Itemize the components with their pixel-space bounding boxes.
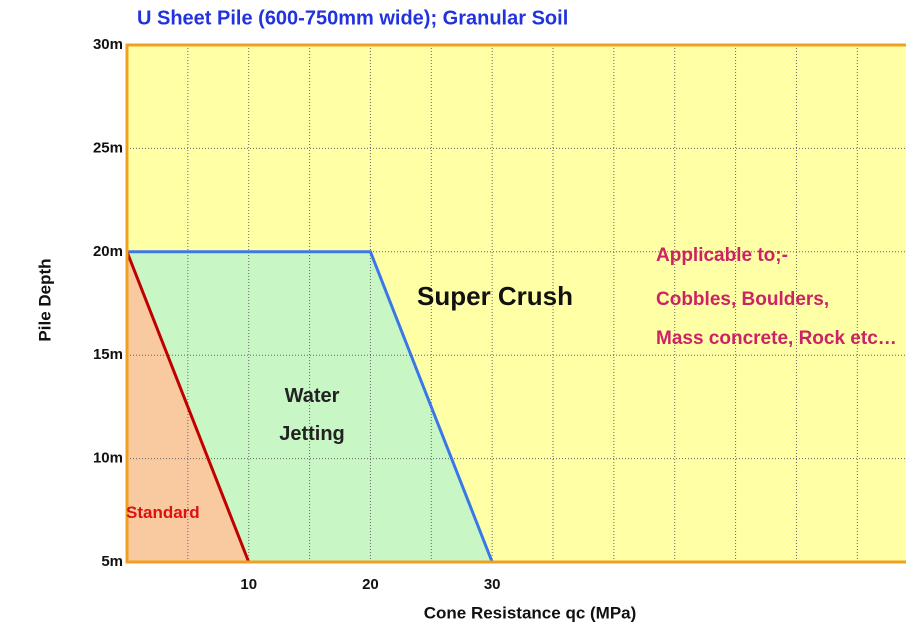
x-axis-label: Cone Resistance qc (MPa) [424,603,637,622]
x-tick-label: 20 [362,576,379,593]
annotation: Mass concrete, Rock etc… [656,328,897,349]
y-tick-label: 25m [93,139,123,156]
region-label: Water Jetting [279,385,345,445]
region-label: Super Crush [417,281,574,311]
region-edge [125,251,251,563]
y-tick-label: 20m [93,243,123,260]
y-tick-label: 15m [93,346,123,363]
region-edge [127,250,494,563]
region-label: Standard [126,503,200,522]
x-tick-label: 30 [484,576,501,593]
chart-title: U Sheet Pile (600-750mm wide); Granular … [137,7,568,29]
y-tick-label: 30m [93,36,123,53]
y-axis-label: Pile Depth [35,258,54,341]
annotation: Cobbles, Boulders, [656,289,830,310]
annotation: Applicable to;- [656,245,788,266]
y-tick-label: 5m [101,553,123,570]
y-tick-label: 10m [93,450,123,467]
x-tick-label: 10 [240,576,257,593]
axis-frame [125,43,906,564]
region [127,45,906,562]
